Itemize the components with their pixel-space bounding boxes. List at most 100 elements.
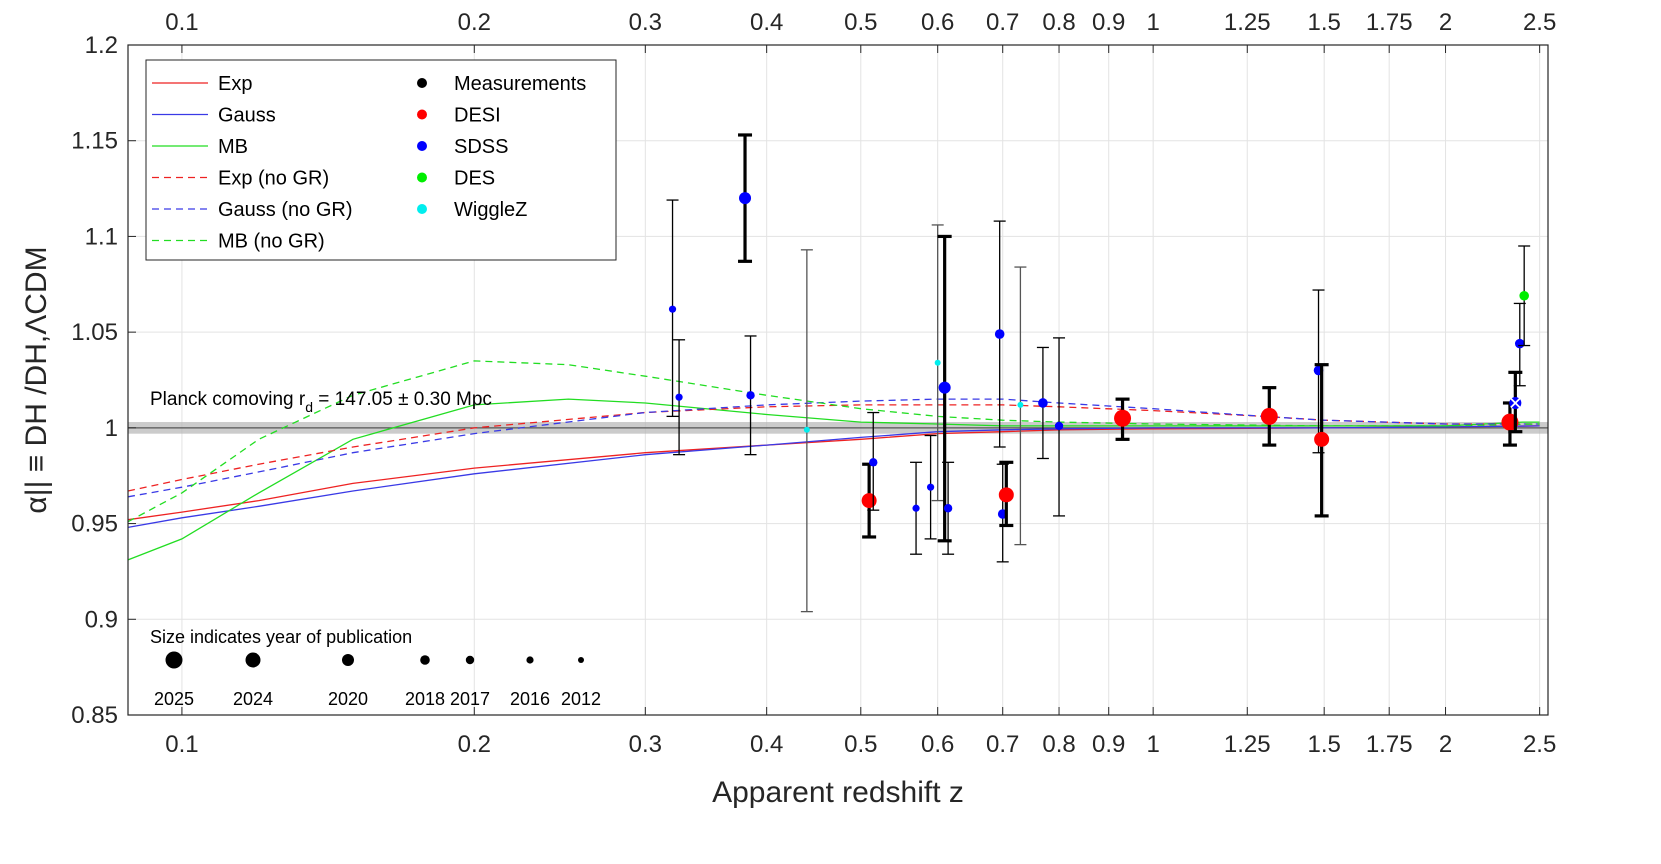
x-tick-label-top: 1.75: [1366, 9, 1413, 36]
marker-wigglez: [1017, 401, 1024, 408]
x-tick-label-top: 2: [1439, 9, 1452, 36]
y-tick-label: 1.2: [85, 32, 118, 59]
y-tick-label: 1: [105, 415, 118, 442]
y-tick-label: 0.95: [71, 511, 118, 538]
x-tick-label-top: 0.7: [986, 9, 1019, 36]
x-tick-label: 0.4: [750, 731, 783, 758]
annotation-subscript: d: [305, 399, 313, 415]
size-legend-dot: [342, 654, 354, 666]
legend-label: WiggleZ: [454, 199, 527, 221]
legend-marker: [417, 204, 427, 214]
x-tick-label: 1.75: [1366, 731, 1413, 758]
data-point: [1518, 245, 1531, 347]
marker-sdss: [1514, 338, 1525, 349]
data-point: [673, 339, 686, 456]
model-curves: [127, 360, 1540, 561]
marker-desi: [1314, 431, 1330, 447]
marker-des: [1519, 290, 1529, 301]
size-legend-dot: [526, 656, 534, 664]
marker-desi: [1114, 409, 1132, 427]
size-legend-dot: [578, 657, 584, 663]
y-tick-label: 1.05: [71, 319, 118, 346]
x-tick-label: 0.7: [986, 731, 1019, 758]
legend-label: Gauss: [218, 105, 276, 127]
data-point: [931, 224, 944, 502]
series-mb: [127, 398, 1540, 561]
data-point: [744, 335, 757, 456]
legend: Exp Gauss MB Exp (no GR) Gauss (no GR) MB (no…: [145, 59, 617, 261]
legend-label: MB: [218, 136, 248, 158]
size-legend-dot: [165, 651, 183, 669]
y-axis: 0.85 0.9 0.95 1 1.05 1.1 1.15 1.2: [71, 32, 136, 729]
data-point: [738, 133, 753, 263]
measurement-points: [666, 133, 1531, 613]
series-gauss-no-gr: [127, 398, 1540, 498]
x-tick-label: 0.1: [165, 731, 198, 758]
legend-label: Exp (no GR): [218, 168, 329, 190]
size-legend-year: 2024: [233, 689, 273, 709]
legend-label: Gauss (no GR): [218, 199, 352, 221]
x-tick-label: 0.8: [1042, 731, 1075, 758]
data-point: [800, 249, 813, 613]
size-legend-dot: [465, 655, 475, 665]
data-point: [924, 434, 937, 540]
data-point: [1314, 363, 1330, 518]
series-gauss: [127, 425, 1540, 529]
data-point: [867, 411, 880, 511]
marker-sdss: [746, 391, 755, 400]
size-legend-dot: [245, 652, 261, 668]
marker-sdss: [668, 305, 677, 313]
x-tick-label-top: 0.1: [165, 9, 198, 36]
x-tick-label-top: 1.25: [1224, 9, 1271, 36]
x-tick-label-top: 0.2: [458, 9, 491, 36]
x-tick-label: 2.5: [1523, 731, 1556, 758]
y-tick-label: 0.85: [71, 702, 118, 729]
x-tick-label-top: 0.5: [844, 9, 877, 36]
legend-marker: [417, 78, 427, 88]
data-point: [1014, 266, 1027, 546]
marker-sdss: [994, 329, 1005, 339]
x-tick-label: 1.25: [1224, 731, 1271, 758]
x-tick-label: 1: [1146, 731, 1159, 758]
x-tick-label: 2: [1439, 731, 1452, 758]
size-legend-year: 2020: [328, 689, 368, 709]
marker-sdss: [675, 393, 683, 401]
x-axis-label: Apparent redshift z: [712, 776, 964, 809]
series-exp-no-gr: [127, 404, 1540, 492]
data-point: [998, 460, 1014, 528]
x-tick-label-top: 0.6: [921, 9, 954, 36]
data-point: [910, 461, 923, 555]
data-point: [1114, 397, 1132, 441]
y-tick-label: 0.9: [85, 606, 118, 633]
x-tick-label-top: 0.9: [1092, 9, 1125, 36]
legend-label: MB (no GR): [218, 231, 325, 253]
marker-wigglez: [934, 359, 941, 366]
data-point: [993, 220, 1006, 448]
legend-box: [145, 59, 617, 261]
data-point: [1260, 386, 1278, 447]
marker-sdss: [912, 504, 920, 512]
marker-sdss: [869, 458, 878, 467]
data-point: [937, 234, 952, 543]
x-axis-top: 0.1 0.2 0.3 0.4 0.5 0.6 0.7 0.8 0.9 1 1.25 1.5 1.75 2…: [165, 9, 1556, 53]
cross-mark: [1510, 397, 1521, 409]
marker-sdss: [926, 483, 935, 491]
y-tick-label: 1.1: [85, 223, 118, 250]
y-tick-label: 1.15: [71, 128, 118, 155]
size-legend-year: 2012: [561, 689, 601, 709]
legend-marker: [417, 109, 427, 120]
x-tick-label-top: 2.5: [1523, 9, 1556, 36]
size-legend-title: Size indicates year of publication: [150, 627, 412, 647]
x-tick-label-top: 0.4: [750, 9, 783, 36]
x-tick-label-top: 0.8: [1042, 9, 1075, 36]
x-tick-label-top: 0.3: [629, 9, 662, 36]
legend-label: SDSS: [454, 136, 508, 158]
data-point: [1053, 337, 1066, 517]
plot-frame: [127, 44, 1549, 716]
legend-label: DES: [454, 168, 495, 190]
marker-wigglez: [803, 426, 810, 433]
series-mb-no-gr: [127, 360, 1540, 523]
data-point: [942, 461, 955, 555]
x-tick-label-top: 1.5: [1307, 9, 1340, 36]
